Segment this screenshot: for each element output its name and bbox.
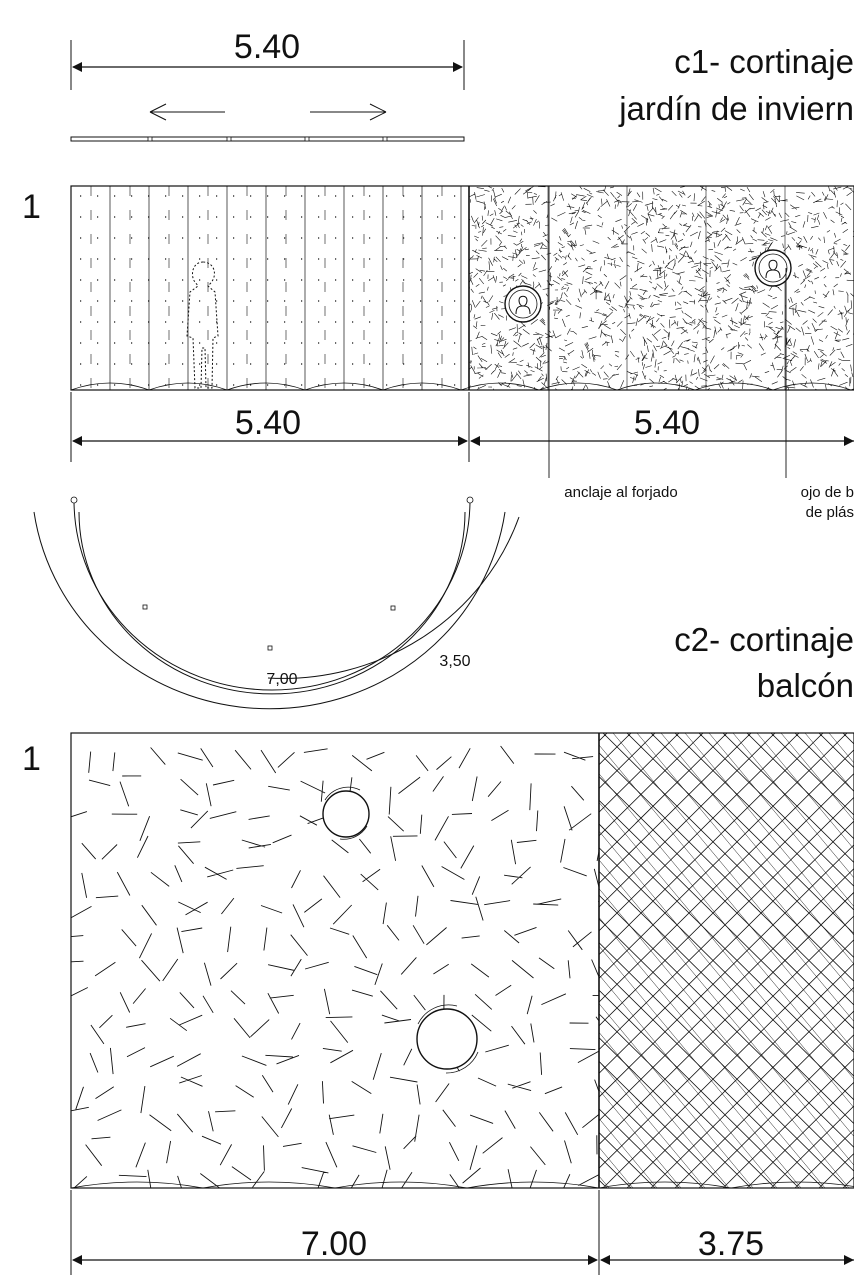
c1-elevation-dimensions: 5.40 5.40 bbox=[70, 392, 854, 462]
c2-curtain-mesh-panel bbox=[599, 733, 854, 1188]
c1-plan-dimension: 5.40 bbox=[70, 28, 465, 90]
ring-icon bbox=[322, 786, 370, 840]
c2-dimension-right: 3.75 bbox=[698, 1225, 764, 1263]
c1-elevation bbox=[70, 185, 854, 478]
c1-elevation-index: 1 bbox=[22, 188, 41, 226]
c1-title-line1: c1- cortinaje bbox=[674, 43, 854, 80]
c2-elevation-index: 1 bbox=[22, 740, 41, 778]
eyelet-icon bbox=[754, 249, 792, 287]
c2-elevation-dimensions: 7.00 3.75 bbox=[70, 1190, 854, 1275]
c1-plan-dimension-label: 5.40 bbox=[234, 28, 300, 66]
note-eyelet-line1: ojo de b bbox=[801, 484, 854, 501]
c2-elevation bbox=[70, 732, 854, 1189]
c1-hem-scallop bbox=[70, 382, 854, 391]
note-anchor-to-slab: anclaje al forjado bbox=[564, 484, 677, 501]
c1-curtain-sheer-panel bbox=[71, 186, 462, 390]
c2-plan-curve bbox=[33, 496, 520, 710]
c2-title-line2: balcón bbox=[757, 667, 854, 704]
ring-icon bbox=[416, 1004, 479, 1074]
person-silhouette-icon bbox=[186, 261, 219, 389]
c2-dimension-left: 7.00 bbox=[301, 1225, 367, 1263]
c1-sliding-arrows bbox=[149, 103, 387, 121]
c2-plan-dimension-inner: 7,00 bbox=[266, 671, 297, 688]
c1-dimension-left: 5.40 bbox=[235, 404, 301, 442]
note-eyelet-line2: de plás bbox=[806, 504, 854, 521]
c2-hem-scallop bbox=[70, 1181, 854, 1189]
c2-title-line1: c2- cortinaje bbox=[674, 621, 854, 658]
c1-curtain-textured-panel bbox=[469, 186, 854, 390]
c2-curtain-pattern-panel bbox=[71, 745, 599, 1188]
c1-title-line2: jardín de inviern bbox=[618, 90, 854, 127]
c1-dimension-right: 5.40 bbox=[634, 404, 700, 442]
c1-plan-rail bbox=[70, 136, 465, 142]
eyelet-icon bbox=[504, 285, 542, 323]
c2-plan-dimension-outer: 3,50 bbox=[439, 653, 470, 670]
